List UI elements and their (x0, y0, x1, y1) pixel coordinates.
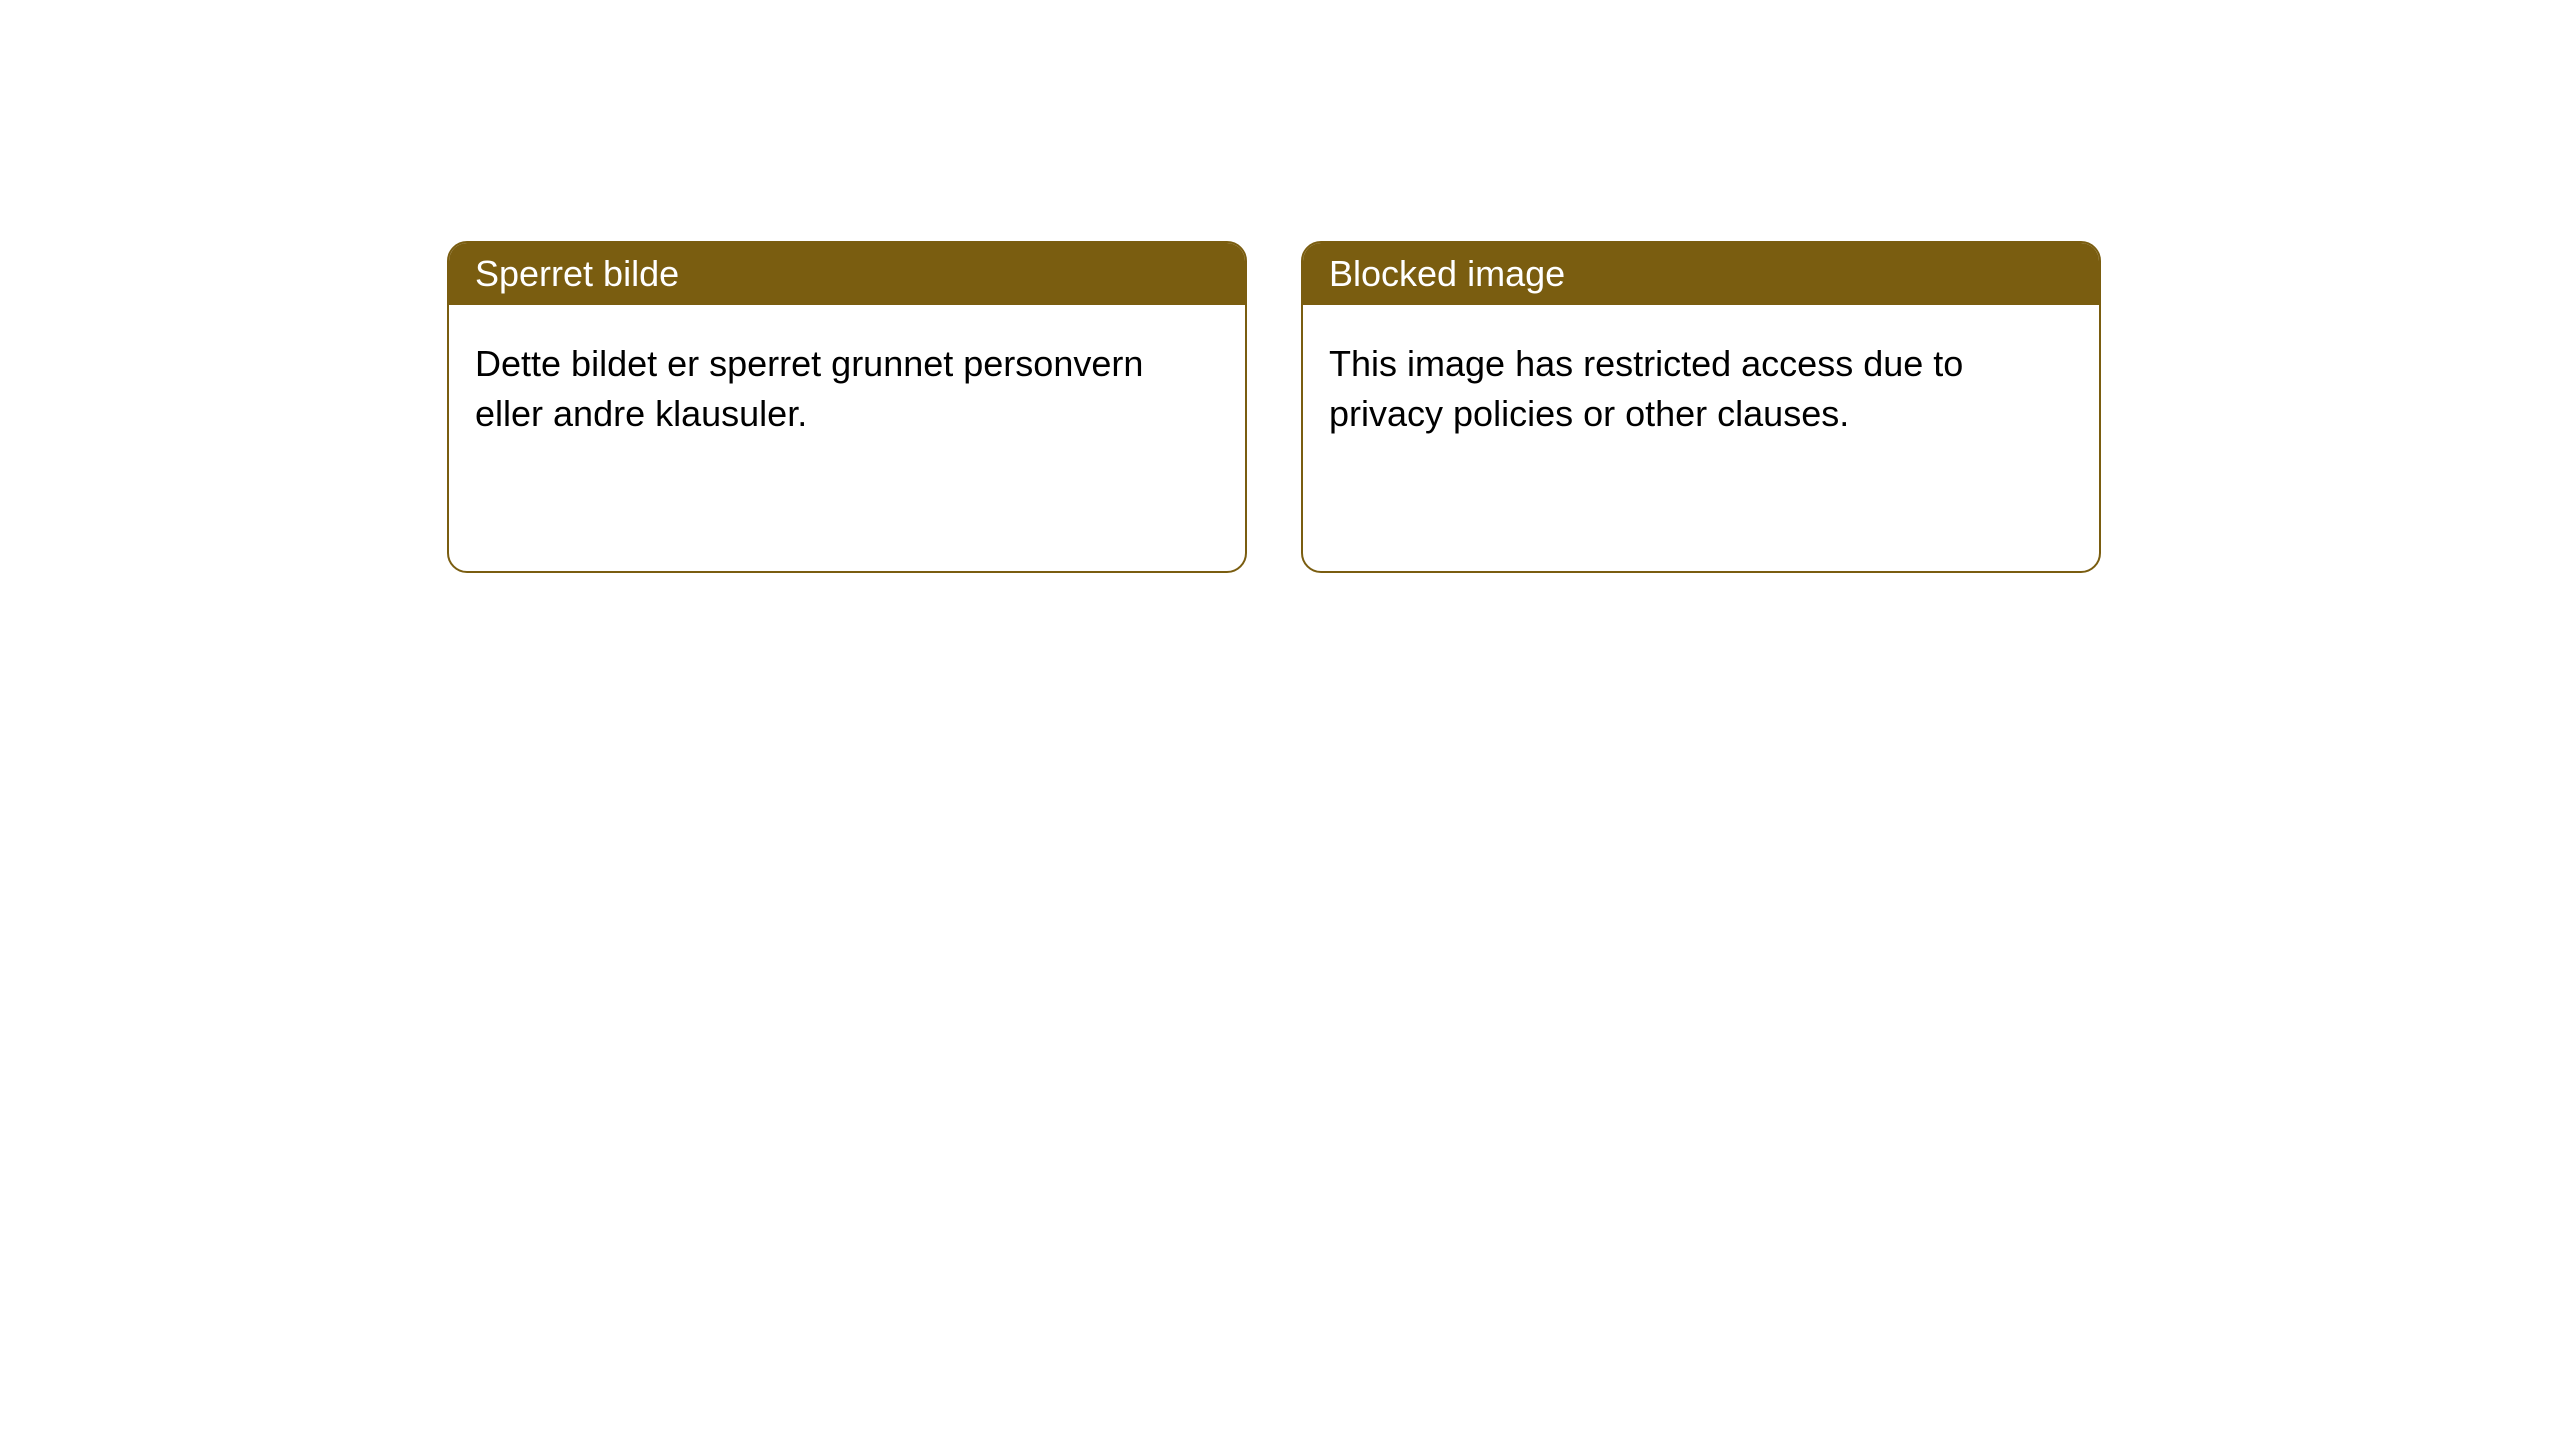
notice-header: Blocked image (1303, 243, 2099, 305)
notice-card-norwegian: Sperret bilde Dette bildet er sperret gr… (447, 241, 1247, 573)
notice-body: This image has restricted access due to … (1303, 305, 2099, 474)
notice-body: Dette bildet er sperret grunnet personve… (449, 305, 1245, 474)
notice-card-english: Blocked image This image has restricted … (1301, 241, 2101, 573)
notice-container: Sperret bilde Dette bildet er sperret gr… (0, 0, 2560, 573)
notice-header: Sperret bilde (449, 243, 1245, 305)
